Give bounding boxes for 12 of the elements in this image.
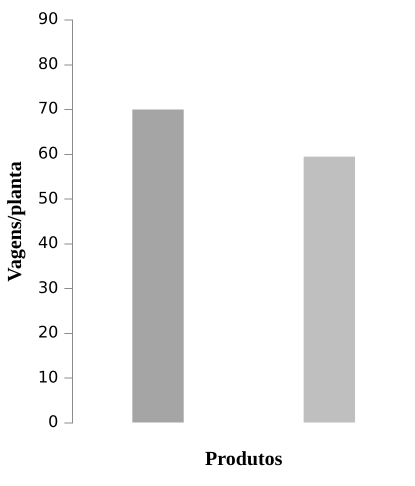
y-tick-label: 10 xyxy=(38,367,58,386)
y-tick-label: 90 xyxy=(38,9,58,28)
y-tick-label: 40 xyxy=(38,233,58,252)
y-tick-label: 30 xyxy=(38,278,58,297)
y-tick-label: 20 xyxy=(38,322,58,342)
y-tick-label: 70 xyxy=(38,98,58,118)
y-tick-label: 0 xyxy=(48,412,58,432)
y-tick-label: 60 xyxy=(38,143,58,162)
x-axis-title: Produtos xyxy=(204,448,283,470)
y-tick-label: 80 xyxy=(38,54,58,73)
y-axis-title: Vagens/planta xyxy=(4,161,26,282)
y-tick-label: 50 xyxy=(38,188,58,208)
